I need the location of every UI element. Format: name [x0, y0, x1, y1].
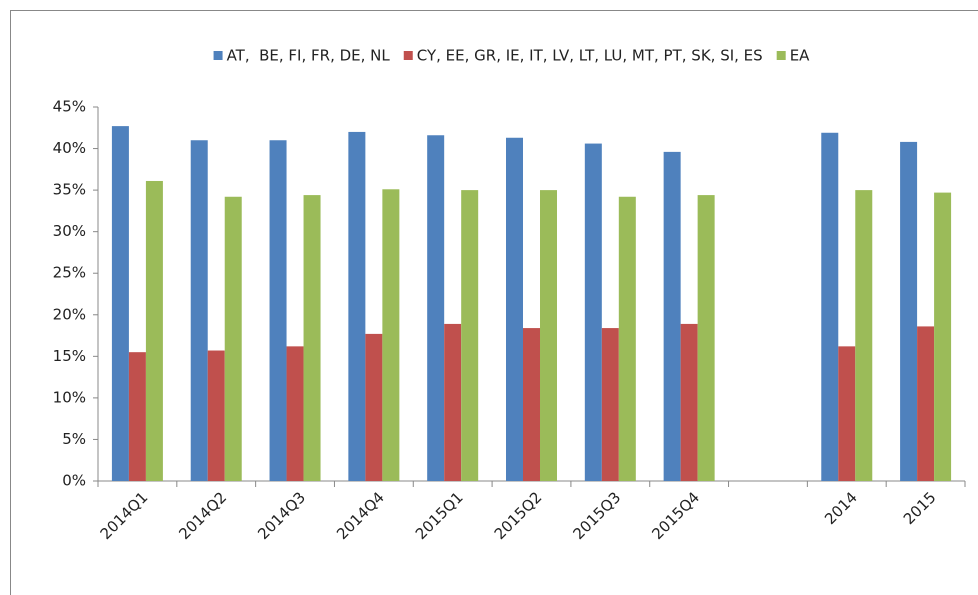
y-tick-label: 0% — [62, 472, 86, 490]
bar — [917, 326, 935, 481]
legend-label: CY, EE, GR, IE, IT, LV, LT, LU, MT, PT, … — [417, 47, 763, 65]
x-tick-label: 2015Q2 — [491, 488, 546, 543]
bar — [382, 189, 400, 481]
x-tick-label: 2014Q2 — [175, 488, 230, 543]
bar — [506, 137, 523, 482]
y-tick-label: 10% — [53, 388, 86, 406]
bar — [523, 328, 540, 481]
legend-swatch — [776, 51, 786, 60]
bar — [348, 131, 366, 481]
bar — [855, 190, 873, 481]
bar — [303, 195, 321, 481]
y-tick-label: 5% — [62, 430, 86, 448]
bar — [680, 323, 698, 481]
x-tick-label: 2014 — [821, 488, 861, 528]
bar — [128, 352, 146, 481]
bar — [618, 196, 636, 481]
bar — [427, 135, 445, 481]
bar — [269, 140, 287, 481]
bar — [697, 195, 715, 481]
bar — [821, 132, 839, 481]
y-tick-label: 40% — [53, 139, 86, 157]
y-tick-label: 15% — [53, 347, 86, 365]
bar — [540, 190, 557, 481]
x-tick-label: 2015Q3 — [570, 488, 625, 543]
bar — [365, 333, 383, 481]
bar — [838, 346, 856, 481]
bar — [461, 190, 479, 481]
y-tick-label: 45% — [53, 98, 86, 116]
y-tick-label: 30% — [53, 222, 86, 240]
y-tick-label: 35% — [53, 181, 86, 199]
bar — [663, 151, 681, 481]
legend-swatch — [403, 51, 413, 60]
bar — [286, 346, 304, 481]
x-tick-label: 2015Q4 — [648, 488, 703, 543]
bar — [207, 350, 225, 481]
bar — [444, 323, 462, 481]
x-tick-label: 2014Q4 — [333, 488, 388, 543]
bar — [111, 126, 129, 482]
y-tick-label: 25% — [53, 264, 86, 282]
chart-frame — [10, 10, 978, 595]
x-tick-label: 2014Q1 — [97, 488, 152, 543]
legend-label: EA — [790, 47, 810, 65]
x-tick-label: 2015Q1 — [412, 488, 467, 543]
bar — [190, 140, 208, 481]
bar — [934, 192, 952, 482]
bar — [601, 328, 619, 481]
legend-label: AT, BE, FI, FR, DE, NL — [227, 47, 391, 65]
x-tick-label: 2014Q3 — [254, 488, 309, 543]
legend-swatch — [213, 51, 223, 60]
y-tick-label: 20% — [53, 305, 86, 323]
bar — [584, 143, 602, 481]
bar — [900, 141, 918, 481]
bar — [145, 180, 163, 482]
bar — [224, 196, 242, 481]
x-tick-label: 2015 — [900, 488, 940, 528]
